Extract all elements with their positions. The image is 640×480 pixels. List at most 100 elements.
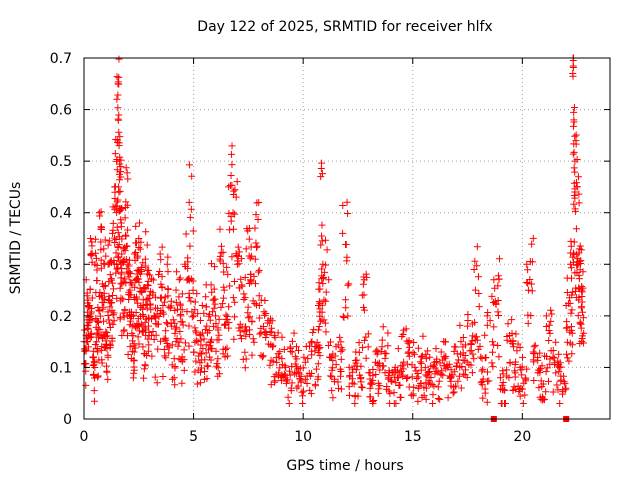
data-point xyxy=(205,312,213,320)
data-point xyxy=(322,236,330,244)
data-point xyxy=(144,314,152,322)
data-point xyxy=(374,379,382,387)
x-tick-label: 15 xyxy=(404,429,422,445)
data-point xyxy=(111,203,119,211)
data-point xyxy=(197,336,205,344)
data-point xyxy=(336,333,344,341)
data-point xyxy=(241,348,249,356)
data-point xyxy=(367,379,375,387)
data-point xyxy=(142,228,150,236)
data-point xyxy=(164,268,172,276)
data-point xyxy=(337,347,345,355)
data-point xyxy=(517,366,525,374)
data-point xyxy=(100,298,108,306)
data-point xyxy=(203,322,211,330)
data-point xyxy=(175,276,183,284)
data-point xyxy=(468,337,476,345)
data-point xyxy=(251,300,259,308)
data-point xyxy=(124,226,132,234)
data-point xyxy=(562,384,570,392)
data-point xyxy=(234,252,242,260)
data-point xyxy=(519,400,527,408)
data-point xyxy=(212,347,220,355)
data-point xyxy=(537,365,545,373)
data-point xyxy=(165,303,173,311)
data-point xyxy=(457,384,465,392)
data-point xyxy=(254,216,262,224)
data-point xyxy=(90,387,98,395)
data-point xyxy=(144,335,152,343)
data-point xyxy=(151,373,159,381)
data-point xyxy=(102,252,110,260)
data-point xyxy=(504,320,512,328)
data-point xyxy=(570,148,578,156)
data-point xyxy=(255,292,263,300)
data-point xyxy=(104,241,112,249)
data-point xyxy=(101,236,109,244)
data-point xyxy=(578,288,586,296)
data-point xyxy=(292,343,300,351)
data-point xyxy=(354,392,362,400)
data-point xyxy=(130,356,138,364)
data-point xyxy=(482,353,490,361)
data-point xyxy=(214,355,222,363)
data-point xyxy=(176,274,184,282)
data-point xyxy=(572,225,580,233)
data-point xyxy=(334,384,342,392)
data-point xyxy=(97,223,105,231)
data-point xyxy=(381,354,389,362)
data-point xyxy=(200,309,208,317)
data-point xyxy=(520,379,528,387)
data-point xyxy=(117,270,125,278)
data-point xyxy=(90,370,98,378)
data-point xyxy=(206,353,214,361)
data-point xyxy=(317,173,325,181)
data-point xyxy=(83,289,91,297)
data-point xyxy=(100,245,108,253)
data-point xyxy=(203,362,211,370)
data-point xyxy=(426,353,434,361)
data-point xyxy=(168,361,176,369)
data-point xyxy=(542,312,550,320)
data-point xyxy=(437,348,445,356)
data-point xyxy=(512,358,520,366)
data-point xyxy=(552,369,560,377)
data-point xyxy=(434,394,442,402)
data-point xyxy=(577,320,585,328)
data-point xyxy=(273,358,281,366)
data-point xyxy=(110,317,118,325)
data-point xyxy=(570,200,578,208)
data-point xyxy=(98,356,106,364)
data-point xyxy=(220,321,228,329)
data-point xyxy=(329,394,337,402)
data-point xyxy=(429,363,437,371)
data-point xyxy=(84,343,92,351)
data-point xyxy=(111,239,119,247)
data-point xyxy=(577,246,585,254)
y-tick-label: 0.4 xyxy=(50,206,72,222)
data-point xyxy=(94,325,102,333)
data-point xyxy=(143,351,151,359)
data-point xyxy=(201,356,209,364)
data-point xyxy=(106,237,114,245)
data-point xyxy=(193,380,201,388)
data-point xyxy=(178,353,186,361)
data-point xyxy=(91,364,99,372)
data-point xyxy=(94,372,102,380)
data-point xyxy=(139,259,147,267)
data-point xyxy=(121,247,129,255)
data-point xyxy=(517,384,525,392)
data-point xyxy=(156,268,164,276)
data-point xyxy=(252,301,260,309)
data-point xyxy=(109,226,117,234)
y-tick-label: 0.7 xyxy=(50,51,72,67)
data-point xyxy=(370,396,378,404)
data-point xyxy=(567,264,575,272)
data-point xyxy=(219,300,227,308)
data-point xyxy=(485,377,493,385)
data-point xyxy=(337,355,345,363)
data-point xyxy=(410,338,418,346)
data-point xyxy=(537,377,545,385)
data-point xyxy=(459,370,467,378)
data-point xyxy=(470,355,478,363)
